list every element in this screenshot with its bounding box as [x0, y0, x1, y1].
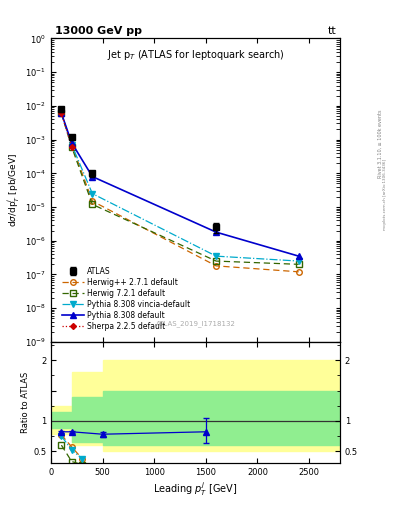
Line: Herwig 7.2.1 default: Herwig 7.2.1 default	[59, 111, 301, 267]
Text: ATLAS_2019_I1718132: ATLAS_2019_I1718132	[156, 320, 235, 327]
Y-axis label: Ratio to ATLAS: Ratio to ATLAS	[21, 372, 30, 433]
Herwig 7.2.1 default	[214, 258, 219, 264]
Text: 13000 GeV pp: 13000 GeV pp	[55, 26, 142, 36]
X-axis label: Leading $p_T^j$ [GeV]: Leading $p_T^j$ [GeV]	[153, 480, 238, 498]
Pythia 8.308 vincia-default	[214, 253, 219, 259]
Line: Sherpa 2.2.5 default: Sherpa 2.2.5 default	[59, 111, 74, 149]
Sherpa 2.2.5 default	[69, 144, 74, 150]
Herwig++ 2.7.1 default	[296, 269, 301, 275]
Text: Jet p$_T$ (ATLAS for leptoquark search): Jet p$_T$ (ATLAS for leptoquark search)	[107, 48, 285, 61]
Bar	[51, 412, 72, 428]
Text: mcplots.cern.ch [arXiv:1306.3436]: mcplots.cern.ch [arXiv:1306.3436]	[383, 159, 387, 230]
Herwig 7.2.1 default	[90, 201, 95, 207]
Pythia 8.308 vincia-default	[90, 190, 95, 197]
Herwig++ 2.7.1 default	[69, 142, 74, 148]
Bar	[72, 372, 103, 445]
Pythia 8.308 vincia-default	[296, 258, 301, 264]
Herwig 7.2.1 default	[59, 110, 64, 116]
Pythia 8.308 default	[296, 253, 301, 259]
Y-axis label: d$\sigma$/dp$_T^j$ [pb/GeV]: d$\sigma$/dp$_T^j$ [pb/GeV]	[6, 153, 22, 227]
Herwig++ 2.7.1 default	[214, 263, 219, 269]
Pythia 8.308 vincia-default	[69, 142, 74, 148]
Pythia 8.308 default	[59, 110, 64, 116]
Line: Pythia 8.308 default: Pythia 8.308 default	[58, 110, 302, 260]
Herwig 7.2.1 default	[296, 261, 301, 267]
Herwig++ 2.7.1 default	[90, 198, 95, 204]
Line: Pythia 8.308 vincia-default: Pythia 8.308 vincia-default	[59, 111, 301, 264]
Bar	[72, 397, 103, 442]
Sherpa 2.2.5 default	[59, 110, 64, 116]
Bar	[103, 391, 361, 445]
Pythia 8.308 default	[69, 140, 74, 146]
Herwig++ 2.7.1 default	[59, 110, 64, 116]
Herwig 7.2.1 default	[69, 144, 74, 150]
Text: tt: tt	[327, 26, 336, 36]
Line: Herwig++ 2.7.1 default: Herwig++ 2.7.1 default	[59, 111, 301, 274]
Text: Rivet 3.1.10, ≥ 100k events: Rivet 3.1.10, ≥ 100k events	[377, 109, 382, 178]
Bar	[103, 360, 361, 451]
Pythia 8.308 vincia-default	[59, 110, 64, 116]
Pythia 8.308 default	[214, 229, 219, 235]
Pythia 8.308 default	[90, 174, 95, 180]
Legend: ATLAS, Herwig++ 2.7.1 default, Herwig 7.2.1 default, Pythia 8.308 vincia-default: ATLAS, Herwig++ 2.7.1 default, Herwig 7.…	[61, 265, 192, 332]
Bar	[51, 406, 72, 434]
